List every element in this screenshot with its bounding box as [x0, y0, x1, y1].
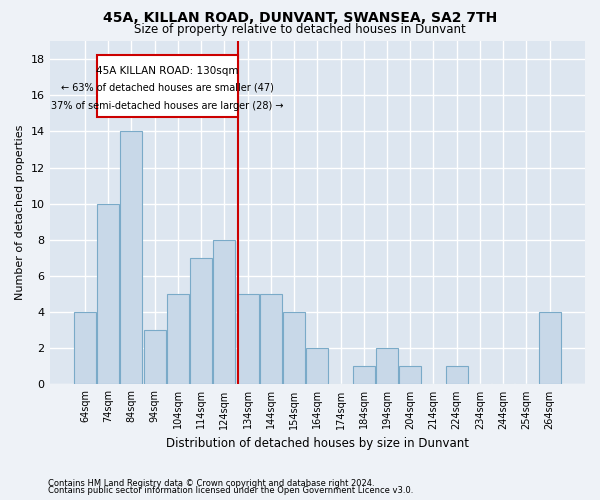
Text: Contains HM Land Registry data © Crown copyright and database right 2024.: Contains HM Land Registry data © Crown c…: [48, 478, 374, 488]
Bar: [143, 330, 166, 384]
Bar: [236, 294, 259, 384]
Bar: [190, 258, 212, 384]
Text: 45A KILLAN ROAD: 130sqm: 45A KILLAN ROAD: 130sqm: [96, 66, 239, 76]
Bar: [306, 348, 328, 384]
Y-axis label: Number of detached properties: Number of detached properties: [15, 125, 25, 300]
Bar: [353, 366, 375, 384]
Bar: [446, 366, 468, 384]
FancyBboxPatch shape: [97, 56, 238, 117]
Bar: [167, 294, 189, 384]
X-axis label: Distribution of detached houses by size in Dunvant: Distribution of detached houses by size …: [166, 437, 469, 450]
Bar: [539, 312, 560, 384]
Bar: [376, 348, 398, 384]
Text: 45A, KILLAN ROAD, DUNVANT, SWANSEA, SA2 7TH: 45A, KILLAN ROAD, DUNVANT, SWANSEA, SA2 …: [103, 11, 497, 25]
Bar: [121, 132, 142, 384]
Text: 37% of semi-detached houses are larger (28) →: 37% of semi-detached houses are larger (…: [51, 101, 284, 111]
Bar: [74, 312, 96, 384]
Bar: [283, 312, 305, 384]
Text: Size of property relative to detached houses in Dunvant: Size of property relative to detached ho…: [134, 22, 466, 36]
Bar: [399, 366, 421, 384]
Bar: [97, 204, 119, 384]
Text: ← 63% of detached houses are smaller (47): ← 63% of detached houses are smaller (47…: [61, 82, 274, 92]
Bar: [260, 294, 282, 384]
Bar: [213, 240, 235, 384]
Text: Contains public sector information licensed under the Open Government Licence v3: Contains public sector information licen…: [48, 486, 413, 495]
